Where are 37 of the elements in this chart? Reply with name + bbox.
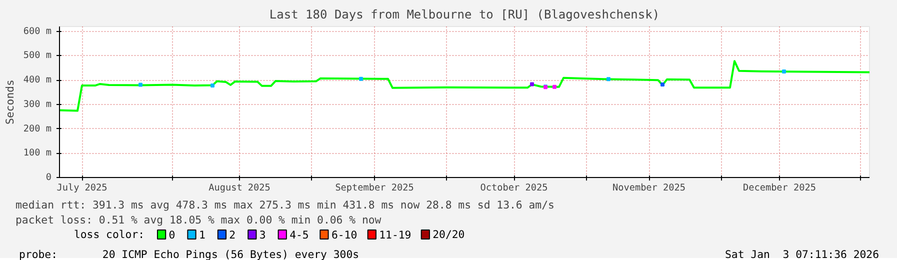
point [552,84,556,89]
point [530,82,534,86]
legend-label: 0 [168,228,176,242]
text: median rtt: 391.3 ms avg 478.3 ms max 275.3 ms min 431.8 ms now 28.8 ms sd 13.6 am/s [16,198,554,212]
legend-label: 11-19 [379,228,412,242]
x-tick-label: December 2025 [742,182,816,194]
legend-label: 2 [229,228,236,242]
x-tick-label: October 2025 [480,182,548,194]
text: probe: 20 ICMP Echo Pings (56 Bytes) every 300s [19,247,360,260]
y-tick-label: 300 m [23,98,52,110]
text: packet loss: 0.51 % avg 18.05 % max 0.00 % min 0.06 % now [16,214,382,226]
text: Sat Jan 3 07:11:36 2026 [725,247,879,260]
point [782,70,786,74]
point [359,76,363,81]
x-tick-label: November 2025 [612,182,686,194]
x-tick-label: August 2025 [208,182,270,194]
legend-label: 1 [198,228,206,242]
chart-title: Last 180 Days from Melbourne to [RU] (Blagoveshchensk) [269,8,660,22]
line-series [60,60,870,112]
point [606,77,610,82]
legend-title: loss color: [74,228,145,241]
point [210,83,214,88]
y-tick-label: 0 [46,172,52,183]
point [660,82,664,86]
y-tick-label: 600 m [23,26,52,37]
y-tick-label: 500 m [23,50,52,62]
y-axis-title: Seconds [3,80,16,124]
x-tick-label: July 2025 [56,182,108,194]
y-tick-label: 100 m [23,148,52,159]
point [138,82,142,87]
legend-label: 20/20 [432,228,465,241]
legend-label: 6-10 [331,228,358,242]
legend-label: 4-5 [290,228,309,242]
y-tick-label: 200 m [23,123,52,134]
x-tick-label: September 2025 [335,182,414,194]
legend-label: 3 [259,228,266,242]
y-tick-label: 400 m [23,74,52,86]
